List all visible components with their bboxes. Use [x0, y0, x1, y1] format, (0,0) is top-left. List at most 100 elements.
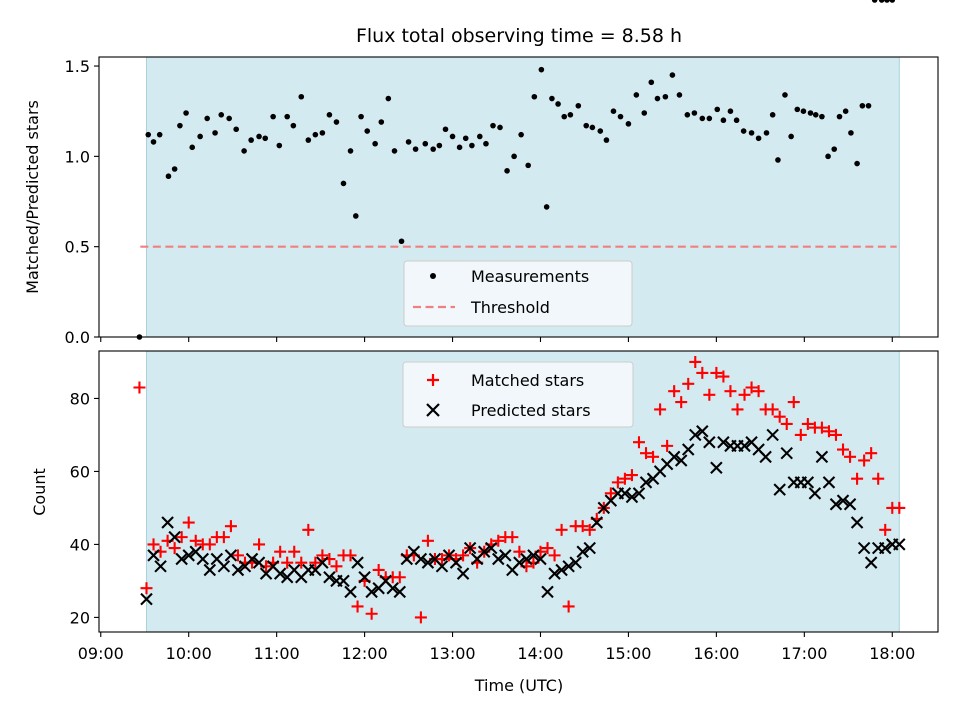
- matched-star-point: [231, 549, 244, 562]
- bottom-y-axis-label: Count: [30, 468, 49, 516]
- matched-star-point: [175, 531, 188, 544]
- measurement-point: [290, 122, 297, 129]
- predicted-star-point: [689, 428, 702, 442]
- predicted-star-point: [273, 567, 287, 580]
- predicted-star-point: [358, 571, 371, 584]
- measurement-point: [567, 112, 574, 118]
- measurement-point: [469, 142, 475, 149]
- matched-legend-marker: [427, 374, 439, 386]
- predicted-star-point: [414, 552, 428, 566]
- measurement-point: [654, 95, 661, 102]
- matched-star-point: [801, 417, 814, 430]
- bottom-y-tick-label: 60: [70, 462, 90, 481]
- measurement-point: [807, 110, 814, 116]
- matched-legend-label: Matched stars: [471, 371, 584, 390]
- measurement-point: [233, 126, 239, 133]
- x-tick-label: 10:00: [166, 644, 212, 663]
- measurement-point: [326, 112, 333, 118]
- matched-star-point: [738, 388, 751, 401]
- matched-star-point: [872, 472, 885, 485]
- x-tick-label: 12:00: [342, 644, 388, 663]
- measurement-point: [597, 128, 604, 134]
- matched-star-point: [203, 538, 216, 551]
- matched-star-point: [344, 549, 357, 562]
- x-tick-label: 11:00: [254, 644, 300, 663]
- predicted-legend-marker: [426, 403, 440, 417]
- predicted-star-point: [836, 494, 850, 507]
- measurement-point: [610, 108, 617, 114]
- predicted-star-point: [548, 567, 561, 580]
- predicted-star-point: [456, 567, 470, 580]
- measurement-point: [358, 113, 364, 120]
- measurement-point: [189, 144, 196, 151]
- measurement-point: [775, 157, 781, 163]
- predicted-star-point: [520, 552, 533, 566]
- matched-star-point: [133, 381, 146, 394]
- bottom-axes-frame: [98, 350, 939, 633]
- predicted-star-point: [583, 541, 596, 555]
- measurement-point: [691, 110, 698, 116]
- matched-star-point: [773, 410, 786, 423]
- predicted-star-point: [147, 549, 160, 562]
- measurement-point: [150, 139, 157, 145]
- counts-panel: 20 40 60 80 09:00 10:00 11:00 12:00 13:00 14:00 1…: [30, 350, 939, 695]
- bottom-y-tick-label: 20: [70, 608, 90, 627]
- bottom-y-ticks: 20 40 60 80: [70, 389, 99, 627]
- matched-star-point: [147, 538, 160, 551]
- measurement-point: [854, 160, 860, 167]
- predicted-star-point: [590, 516, 604, 529]
- matched-star-point: [731, 403, 744, 416]
- measurement-point: [145, 131, 152, 138]
- measurement-point: [561, 113, 568, 120]
- measurement-point: [372, 140, 378, 147]
- measurement-point: [617, 113, 624, 120]
- bottom-x-ticks: 09:00 10:00 11:00 12:00 13:00 14:00 15:00 16:00…: [78, 632, 915, 663]
- matched-star-point: [780, 417, 793, 430]
- measurements-legend-label: Measurements: [471, 267, 589, 286]
- predicted-star-point: [674, 454, 688, 467]
- measurement-point: [676, 92, 683, 98]
- measurement-point: [727, 108, 734, 114]
- predicted-star-point: [703, 435, 716, 449]
- predicted-star-point: [632, 487, 646, 500]
- measurement-point: [878, 0, 885, 3]
- matched-star-point: [682, 377, 695, 390]
- predicted-star-point: [569, 556, 582, 569]
- predicted-star-point: [864, 556, 878, 569]
- measurement-point: [625, 121, 632, 127]
- measurement-point: [714, 106, 721, 113]
- measurement-point: [889, 0, 896, 3]
- matched-star-point: [689, 355, 702, 368]
- measurement-point: [477, 133, 483, 140]
- matched-star-point: [295, 556, 308, 569]
- predicted-star-point: [534, 552, 547, 566]
- measurement-point: [412, 146, 419, 152]
- matched-star-point: [829, 428, 842, 441]
- measurement-point: [669, 72, 676, 78]
- matched-star-point: [604, 487, 617, 500]
- measurement-point: [748, 130, 755, 136]
- matched-star-point: [787, 396, 800, 409]
- measurement-point: [497, 124, 503, 131]
- matched-star-point: [618, 472, 631, 485]
- measurement-point: [836, 113, 843, 120]
- predicted-star-point: [527, 549, 540, 562]
- measurement-point: [276, 142, 283, 149]
- predicted-legend-label: Predicted stars: [471, 401, 591, 420]
- x-tick-label: 18:00: [869, 644, 915, 663]
- measurement-points: [136, 0, 896, 340]
- measurement-point: [831, 146, 838, 152]
- measurement-point: [504, 168, 510, 174]
- measurement-point: [270, 113, 276, 120]
- predicted-star-point: [140, 592, 153, 606]
- predicted-star-point: [625, 490, 639, 504]
- measurement-point: [430, 146, 436, 152]
- matched-star-point: [288, 545, 301, 558]
- measurement-point: [819, 113, 825, 120]
- predicted-star-point: [154, 560, 167, 573]
- measurement-point: [456, 144, 463, 151]
- predicted-star-point: [421, 556, 435, 569]
- predicted-star-point: [316, 556, 329, 569]
- predicted-star-point: [351, 556, 364, 569]
